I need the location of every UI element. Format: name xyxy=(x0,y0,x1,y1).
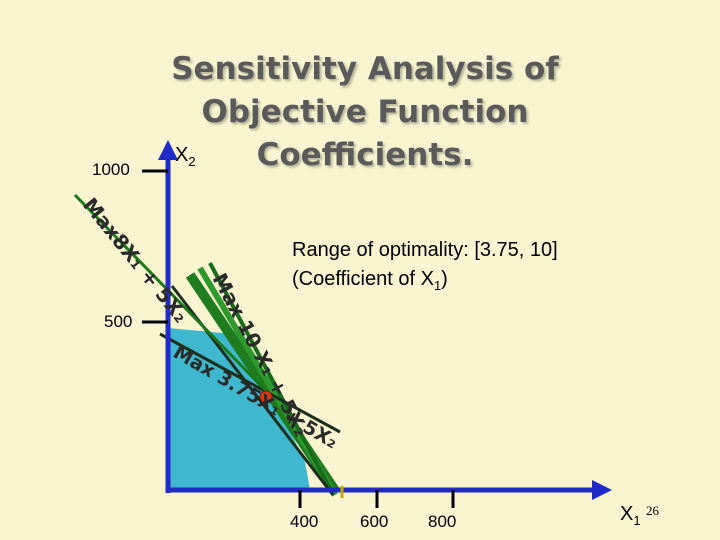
objective-line-band xyxy=(208,262,334,493)
objective-line-original xyxy=(73,193,272,397)
optimal-point xyxy=(259,390,273,404)
slide-title: Sensitivity Analysis of Objective Functi… xyxy=(150,48,580,177)
x-axis-label: X1 xyxy=(620,503,641,528)
x-tick-label-600: 600 xyxy=(360,512,389,531)
x-tick-label-800: 800 xyxy=(428,512,457,531)
title-line-2: Objective Function xyxy=(201,94,529,130)
title-line-1: Sensitivity Analysis of xyxy=(171,51,559,87)
page-number: 26 xyxy=(646,503,659,518)
y-axis-label: X2 xyxy=(175,144,196,169)
range-note-line-2: (Coefficient of X1) xyxy=(292,268,448,293)
y-tick-label-500: 500 xyxy=(104,312,133,331)
constraint-line-shallow xyxy=(159,332,341,434)
range-of-optimality-note: Range of optimality: [3.75, 10] (Coeffic… xyxy=(292,236,558,300)
y-axis-arrow xyxy=(158,140,178,160)
x-tick-label-400: 400 xyxy=(290,512,319,531)
feasible-region xyxy=(168,328,310,490)
y-tick-label-1000: 1000 xyxy=(92,160,130,179)
x-axis-arrow xyxy=(592,480,612,500)
title-line-3: Coefficients. xyxy=(256,137,474,173)
range-note-line-1: Range of optimality: [3.75, 10] xyxy=(292,239,558,261)
objective-label-original: Max8X₁ + 5X₂ xyxy=(78,193,193,327)
